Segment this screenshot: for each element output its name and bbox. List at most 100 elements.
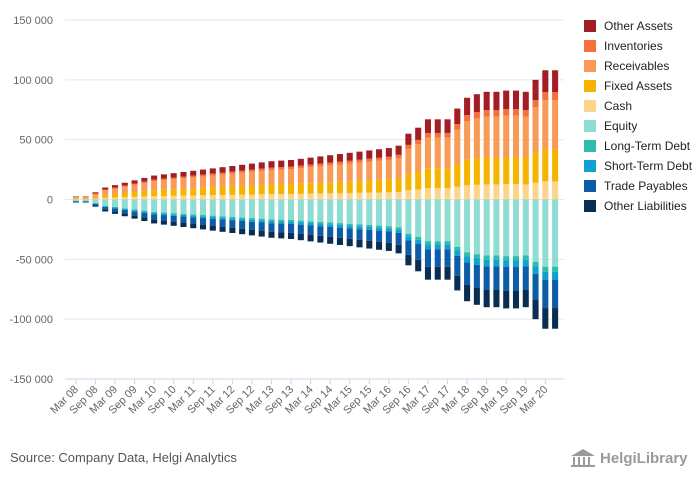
bar-segment [258,168,265,171]
bar-segment [190,177,197,189]
bar-segment [219,172,226,175]
bar-segment [444,266,451,280]
bar-segment [92,199,99,204]
bar-segment [552,308,559,329]
bar-segment [464,185,471,200]
bar-segment [278,232,285,239]
legend-item[interactable]: Equity [584,116,698,136]
bar-segment [552,181,559,200]
bar-segment [288,223,295,233]
bar-segment [317,156,324,164]
bar-segment [141,181,148,183]
bar-segment [356,226,363,230]
bar-segment [141,217,148,222]
bar-segment [473,254,480,259]
bar-segment [464,159,471,186]
legend-item[interactable]: Cash [584,96,698,116]
bar-segment [552,149,559,182]
bar-segment [522,116,529,158]
bar-segment [512,90,520,110]
bar-segment [317,199,324,222]
bar-segment [464,284,471,302]
bar-segment [229,171,236,174]
bar-segment [434,241,441,245]
bar-segment [199,195,207,200]
bar-segment [415,259,422,272]
bar-segment [102,199,109,206]
bar-segment [239,221,246,229]
legend-item[interactable]: Other Liabilities [584,196,698,216]
bar-segment [248,199,255,219]
legend-item[interactable]: Long-Term Debt [584,136,698,156]
bar-segment [503,260,510,268]
legend-item[interactable]: Inventories [584,36,698,56]
bar-segment [278,167,285,170]
bar-segment [415,199,422,237]
bar-segment [405,199,412,234]
bar-segment [444,244,451,250]
bar-segment [180,199,187,214]
bar-segment [141,182,148,192]
bar-segment [483,266,490,290]
bar-segment [278,194,285,200]
bar-segment [92,205,99,207]
bar-segment [336,199,343,224]
bar-segment [522,266,529,290]
bar-segment [297,220,304,223]
bar-segment [356,162,363,181]
bar-segment [297,199,304,221]
bar-segment [141,191,148,197]
y-tick-label: -100 000 [10,314,53,326]
legend-item[interactable]: Other Assets [584,16,698,36]
bar-segment [72,198,79,200]
bar-segment [444,119,451,133]
bar-segment [327,224,334,227]
bar-segment [336,224,343,228]
bar-segment [180,214,187,217]
legend: Other Assets Inventories Receivables Fixed … [584,16,698,216]
bar-segment [415,244,422,260]
bar-segment [111,188,119,194]
bar-segment [366,150,373,159]
legend-label: Cash [604,99,633,113]
bar-segment [366,158,373,162]
bar-segment [209,187,216,196]
legend-item[interactable]: Short-Term Debt [584,156,698,176]
bar-segment [160,189,167,196]
legend-item[interactable]: Receivables [584,56,698,76]
y-axis-ticks: 150 000 100 000 50 000 0 -50 000 -100 000 -150… [10,15,53,386]
bar-segment [102,209,109,212]
y-tick-label: -50 000 [16,254,53,266]
bar-segment [424,199,432,242]
bar-segment [464,262,471,285]
bar-segment [512,184,520,200]
legend-item[interactable]: Fixed Assets [584,76,698,96]
bar-segment [92,198,99,200]
bar-segment [190,188,197,196]
bar-segment [229,216,236,219]
bar-segment [209,168,216,174]
bar-segment [239,194,246,200]
bar-segment [376,230,383,242]
bar-segment [239,170,246,173]
bar-segment [532,273,539,301]
bar-segment [268,219,275,221]
bar-segment [434,249,441,267]
bar-segment [327,182,334,194]
bar-segment [376,199,383,226]
bar-segment [473,184,480,200]
legend-swatch [584,160,596,172]
bar-segment [258,222,265,231]
legend-item[interactable]: Trade Payables [584,176,698,196]
bar-segment [199,176,207,188]
bar-segment [464,97,471,116]
bar-segment [248,218,255,220]
bar-segment [92,193,99,197]
bar-segment [190,217,197,224]
bar-segment [307,157,314,165]
y-tick-label: -150 000 [10,374,53,386]
bar-segment [522,255,529,260]
bar-segment [542,199,549,267]
bar-segment [395,191,402,200]
bar-segment [532,261,539,267]
